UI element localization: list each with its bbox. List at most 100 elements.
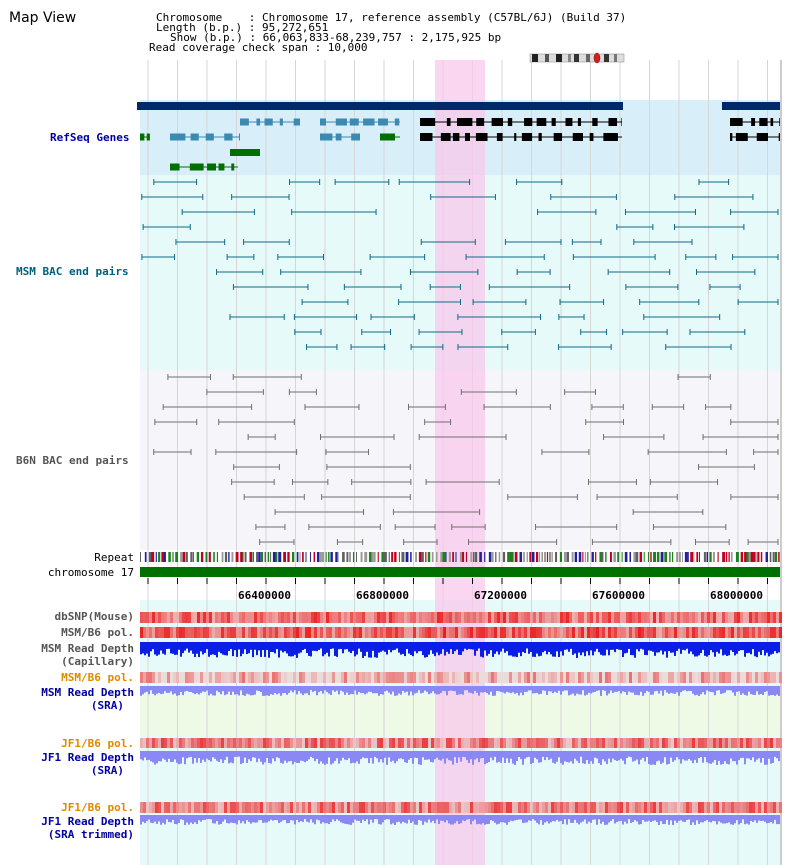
- read-depth-bar: [474, 751, 476, 760]
- read-depth-bar: [286, 815, 288, 824]
- read-depth-bar: [774, 642, 776, 652]
- read-depth-bar: [166, 751, 168, 763]
- repeat-mark: [163, 552, 166, 562]
- read-depth-bar: [648, 642, 650, 651]
- polymorphism-cell: [671, 738, 674, 748]
- read-depth-bar: [380, 686, 382, 695]
- read-depth-bar: [678, 815, 680, 821]
- read-depth-bar: [254, 686, 256, 695]
- read-depth-bar: [150, 751, 152, 762]
- polymorphism-cell: [182, 802, 185, 813]
- polymorphism-cell: [221, 672, 224, 683]
- polymorphism-cell: [290, 738, 293, 748]
- polymorphism-cell: [527, 612, 530, 623]
- track-label-refseq-genes[interactable]: RefSeq Genes: [50, 131, 130, 144]
- read-depth-bar: [172, 642, 174, 654]
- polymorphism-cell: [305, 612, 308, 623]
- read-depth-bar: [286, 686, 288, 695]
- track-label-msm-bac[interactable]: MSM BAC end pairs: [16, 265, 129, 278]
- read-depth-bar: [350, 642, 352, 654]
- repeat-mark: [529, 552, 532, 562]
- polymorphism-cell: [548, 802, 551, 813]
- repeat-mark: [244, 552, 247, 562]
- track-label-sra-trimmed: (SRA trimmed): [47, 828, 134, 841]
- read-depth-bar: [388, 815, 390, 820]
- read-depth-bar: [140, 815, 142, 825]
- read-depth-bar: [630, 686, 632, 693]
- read-depth-bar: [490, 815, 492, 821]
- read-depth-bar: [606, 686, 608, 696]
- polymorphism-cell: [740, 738, 743, 748]
- read-depth-bar: [546, 686, 548, 695]
- polymorphism-cell: [611, 612, 614, 623]
- read-depth-bar: [510, 642, 512, 656]
- read-depth-bar: [664, 815, 666, 824]
- read-depth-bar: [684, 642, 686, 651]
- read-depth-bar: [640, 815, 642, 825]
- axis-tick-label: 67600000: [592, 589, 645, 602]
- read-depth-bar: [370, 751, 372, 759]
- polymorphism-cell: [698, 738, 701, 748]
- read-depth-bar: [404, 751, 406, 763]
- read-depth-bar: [226, 642, 228, 656]
- polymorphism-cell: [401, 612, 404, 623]
- polymorphism-cell: [194, 802, 197, 813]
- gene-exon: [551, 118, 556, 126]
- read-depth-bar: [726, 751, 728, 764]
- polymorphism-cell: [767, 802, 770, 813]
- polymorphism-cell: [533, 802, 536, 813]
- read-depth-bar: [770, 642, 772, 655]
- polymorphism-cell: [629, 672, 632, 683]
- polymorphism-cell: [344, 802, 347, 813]
- read-depth-bar: [424, 642, 426, 658]
- read-depth-bar: [730, 815, 732, 825]
- read-depth-bar: [522, 815, 524, 824]
- polymorphism-cell: [149, 627, 152, 638]
- repeat-mark: [750, 552, 754, 562]
- polymorphism-cell: [188, 672, 191, 683]
- polymorphism-cell: [446, 627, 449, 638]
- repeat-mark: [349, 552, 351, 562]
- read-depth-bar: [242, 686, 244, 696]
- repeat-mark: [498, 552, 501, 562]
- polymorphism-cell: [272, 802, 275, 813]
- read-depth-bar: [562, 815, 564, 825]
- polymorphism-cell: [674, 612, 677, 623]
- read-depth-bar: [764, 642, 766, 656]
- read-depth-bar: [588, 751, 590, 764]
- read-depth-bar: [342, 642, 344, 654]
- polymorphism-cell: [482, 672, 485, 683]
- polymorphism-cell: [506, 612, 509, 623]
- gene-exon: [293, 118, 300, 126]
- read-depth-bar: [748, 815, 750, 825]
- read-depth-bar: [660, 751, 662, 764]
- read-depth-bar: [762, 815, 764, 821]
- repeat-mark: [415, 552, 417, 562]
- polymorphism-cell: [659, 627, 662, 638]
- read-depth-bar: [240, 815, 242, 824]
- polymorphism-cell: [668, 627, 671, 638]
- read-depth-bar: [582, 815, 584, 822]
- read-depth-bar: [324, 751, 326, 765]
- read-depth-bar: [510, 686, 512, 694]
- repeat-mark: [546, 552, 549, 562]
- track-label-b6n-bac[interactable]: B6N BAC end pairs: [16, 454, 129, 467]
- read-depth-bar: [226, 751, 228, 757]
- polymorphism-cell: [665, 672, 668, 683]
- repeat-mark: [228, 552, 230, 562]
- polymorphism-cell: [281, 672, 284, 683]
- polymorphism-cell: [440, 627, 443, 638]
- read-depth-bar: [584, 686, 586, 696]
- polymorphism-cell: [572, 738, 575, 748]
- read-depth-bar: [208, 815, 210, 820]
- read-depth-bar: [466, 815, 468, 820]
- polymorphism-cell: [647, 802, 650, 813]
- polymorphism-cell: [206, 672, 209, 683]
- polymorphism-cell: [749, 738, 752, 748]
- polymorphism-cell: [770, 802, 773, 813]
- read-depth-bar: [416, 751, 418, 759]
- read-depth-bar: [770, 751, 772, 764]
- gene-exon: [446, 118, 451, 126]
